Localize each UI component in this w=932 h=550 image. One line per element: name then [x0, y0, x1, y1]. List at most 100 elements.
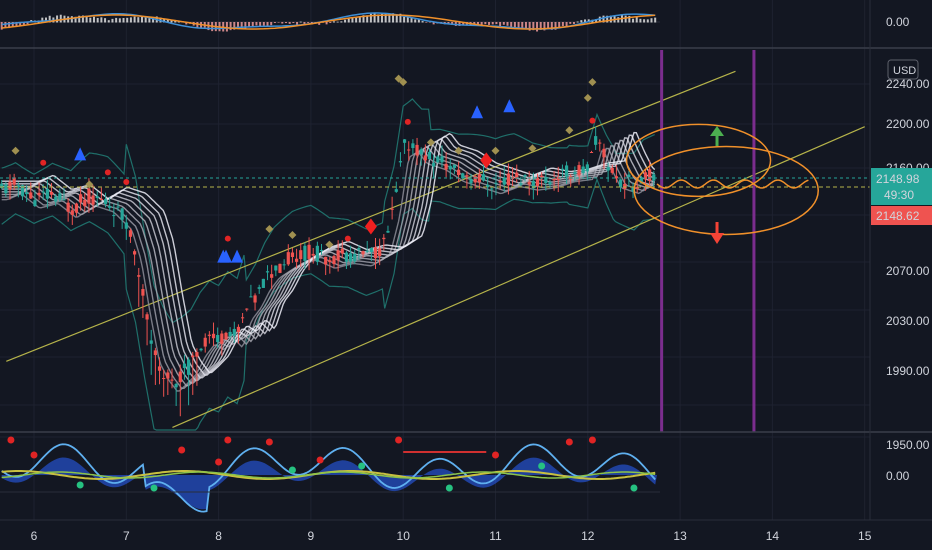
macd-bar	[104, 18, 107, 23]
price-tick-label: 2200.00	[886, 117, 930, 131]
macd-bar	[506, 22, 509, 26]
currency-badge[interactable]: USD	[887, 59, 919, 80]
macd-bar	[152, 18, 155, 23]
gold-diamond-marker	[85, 180, 94, 189]
candle-body	[585, 164, 589, 172]
candle-body	[149, 340, 153, 344]
macd-bar	[428, 22, 431, 23]
svg-text:2148.98: 2148.98	[876, 172, 920, 186]
candle-body	[631, 187, 635, 192]
macd-pane[interactable]	[0, 12, 660, 32]
macd-bar	[491, 22, 494, 25]
macd-bar	[11, 22, 14, 27]
projection-ellipse-upper[interactable]	[625, 123, 772, 198]
macd-bar	[74, 16, 77, 23]
candle-body	[265, 271, 270, 273]
candle-body	[589, 151, 594, 153]
candle-body	[157, 366, 162, 371]
macd-bar	[233, 22, 236, 30]
macd-bar	[414, 19, 417, 23]
time-axis[interactable]: 6 7 8 9 10 11 12 13 14 15	[31, 529, 872, 543]
bollinger-lower	[1, 177, 655, 431]
red-dot-marker	[224, 235, 231, 242]
macd-bar	[632, 18, 635, 23]
macd-bar	[539, 22, 542, 30]
candle-body	[137, 275, 141, 277]
time-tick-label: 6	[31, 529, 38, 543]
price-axis[interactable]: 1950.001990.002030.002070.002160.002200.…	[886, 77, 930, 452]
macd-bar	[395, 14, 398, 23]
candle-body	[573, 172, 577, 174]
candle-body	[153, 350, 157, 356]
oscillator-dot	[76, 481, 84, 489]
macd-bar	[251, 22, 254, 27]
oscillator-line-slow	[1, 471, 656, 479]
candle-body	[170, 379, 174, 381]
macd-bar	[144, 17, 147, 23]
candle-body	[473, 175, 477, 183]
macd-bar	[19, 22, 22, 26]
macd-bar	[550, 22, 553, 30]
price-tick-label: 2070.00	[886, 264, 930, 278]
candle-body	[324, 256, 328, 265]
macd-bar	[307, 22, 310, 23]
time-tick-label: 8	[215, 529, 222, 543]
candle-body	[594, 136, 598, 145]
time-tick-label: 13	[673, 529, 687, 543]
macd-bar	[44, 17, 47, 23]
macd-bar	[196, 22, 199, 29]
red-dot-marker	[40, 159, 47, 166]
lower-price-tag: 2148.62	[871, 206, 932, 225]
oscillator-line-fast	[1, 443, 656, 513]
macd-bar	[185, 22, 188, 25]
macd-bar	[432, 22, 435, 25]
candle-body	[440, 156, 444, 163]
signal-markers	[11, 74, 597, 263]
svg-text:USD: USD	[893, 65, 916, 77]
candle-body	[598, 142, 602, 144]
candle-body	[519, 183, 523, 185]
macd-bar	[635, 16, 638, 23]
macd-bar	[229, 22, 232, 31]
candle-body	[344, 252, 349, 262]
candle-body	[245, 308, 249, 310]
projection-ellipse-lower[interactable]	[633, 145, 819, 236]
macd-bar	[572, 22, 575, 24]
oscillator-dot	[224, 436, 232, 444]
channel-line[interactable]	[172, 126, 865, 428]
candle-body	[411, 143, 415, 149]
oscillator-dot	[215, 458, 223, 466]
gold-diamond-marker	[399, 78, 408, 87]
oscillator-dot	[588, 436, 596, 444]
trend-channel[interactable]	[6, 70, 865, 428]
candle-body	[336, 250, 340, 261]
candles	[0, 126, 656, 417]
candle-body	[191, 355, 195, 358]
candle-body	[16, 185, 20, 188]
candle-body	[124, 222, 128, 229]
price-pane[interactable]	[0, 50, 870, 432]
channel-line[interactable]	[6, 70, 736, 362]
macd-bar	[488, 22, 491, 25]
projection-annotation[interactable]	[625, 123, 819, 244]
candle-body	[527, 181, 531, 185]
candle-body	[378, 248, 382, 257]
candle-body	[95, 196, 99, 198]
macd-bar	[373, 13, 376, 23]
candle-body	[535, 177, 540, 186]
candle-body	[614, 176, 619, 179]
macd-bar	[521, 22, 524, 28]
candle-body	[166, 372, 170, 379]
oscillator-pane[interactable]	[0, 436, 660, 513]
macd-bar	[417, 19, 420, 23]
macd-bar	[403, 16, 406, 23]
price-tick-label: 2030.00	[886, 314, 930, 328]
macd-bar	[528, 22, 531, 31]
macd-bar	[240, 22, 243, 29]
macd-bar	[288, 22, 291, 24]
candle-body	[311, 253, 315, 256]
vertical-markers[interactable]	[660, 50, 756, 432]
candle-body	[253, 295, 257, 303]
candle-body	[249, 296, 253, 298]
